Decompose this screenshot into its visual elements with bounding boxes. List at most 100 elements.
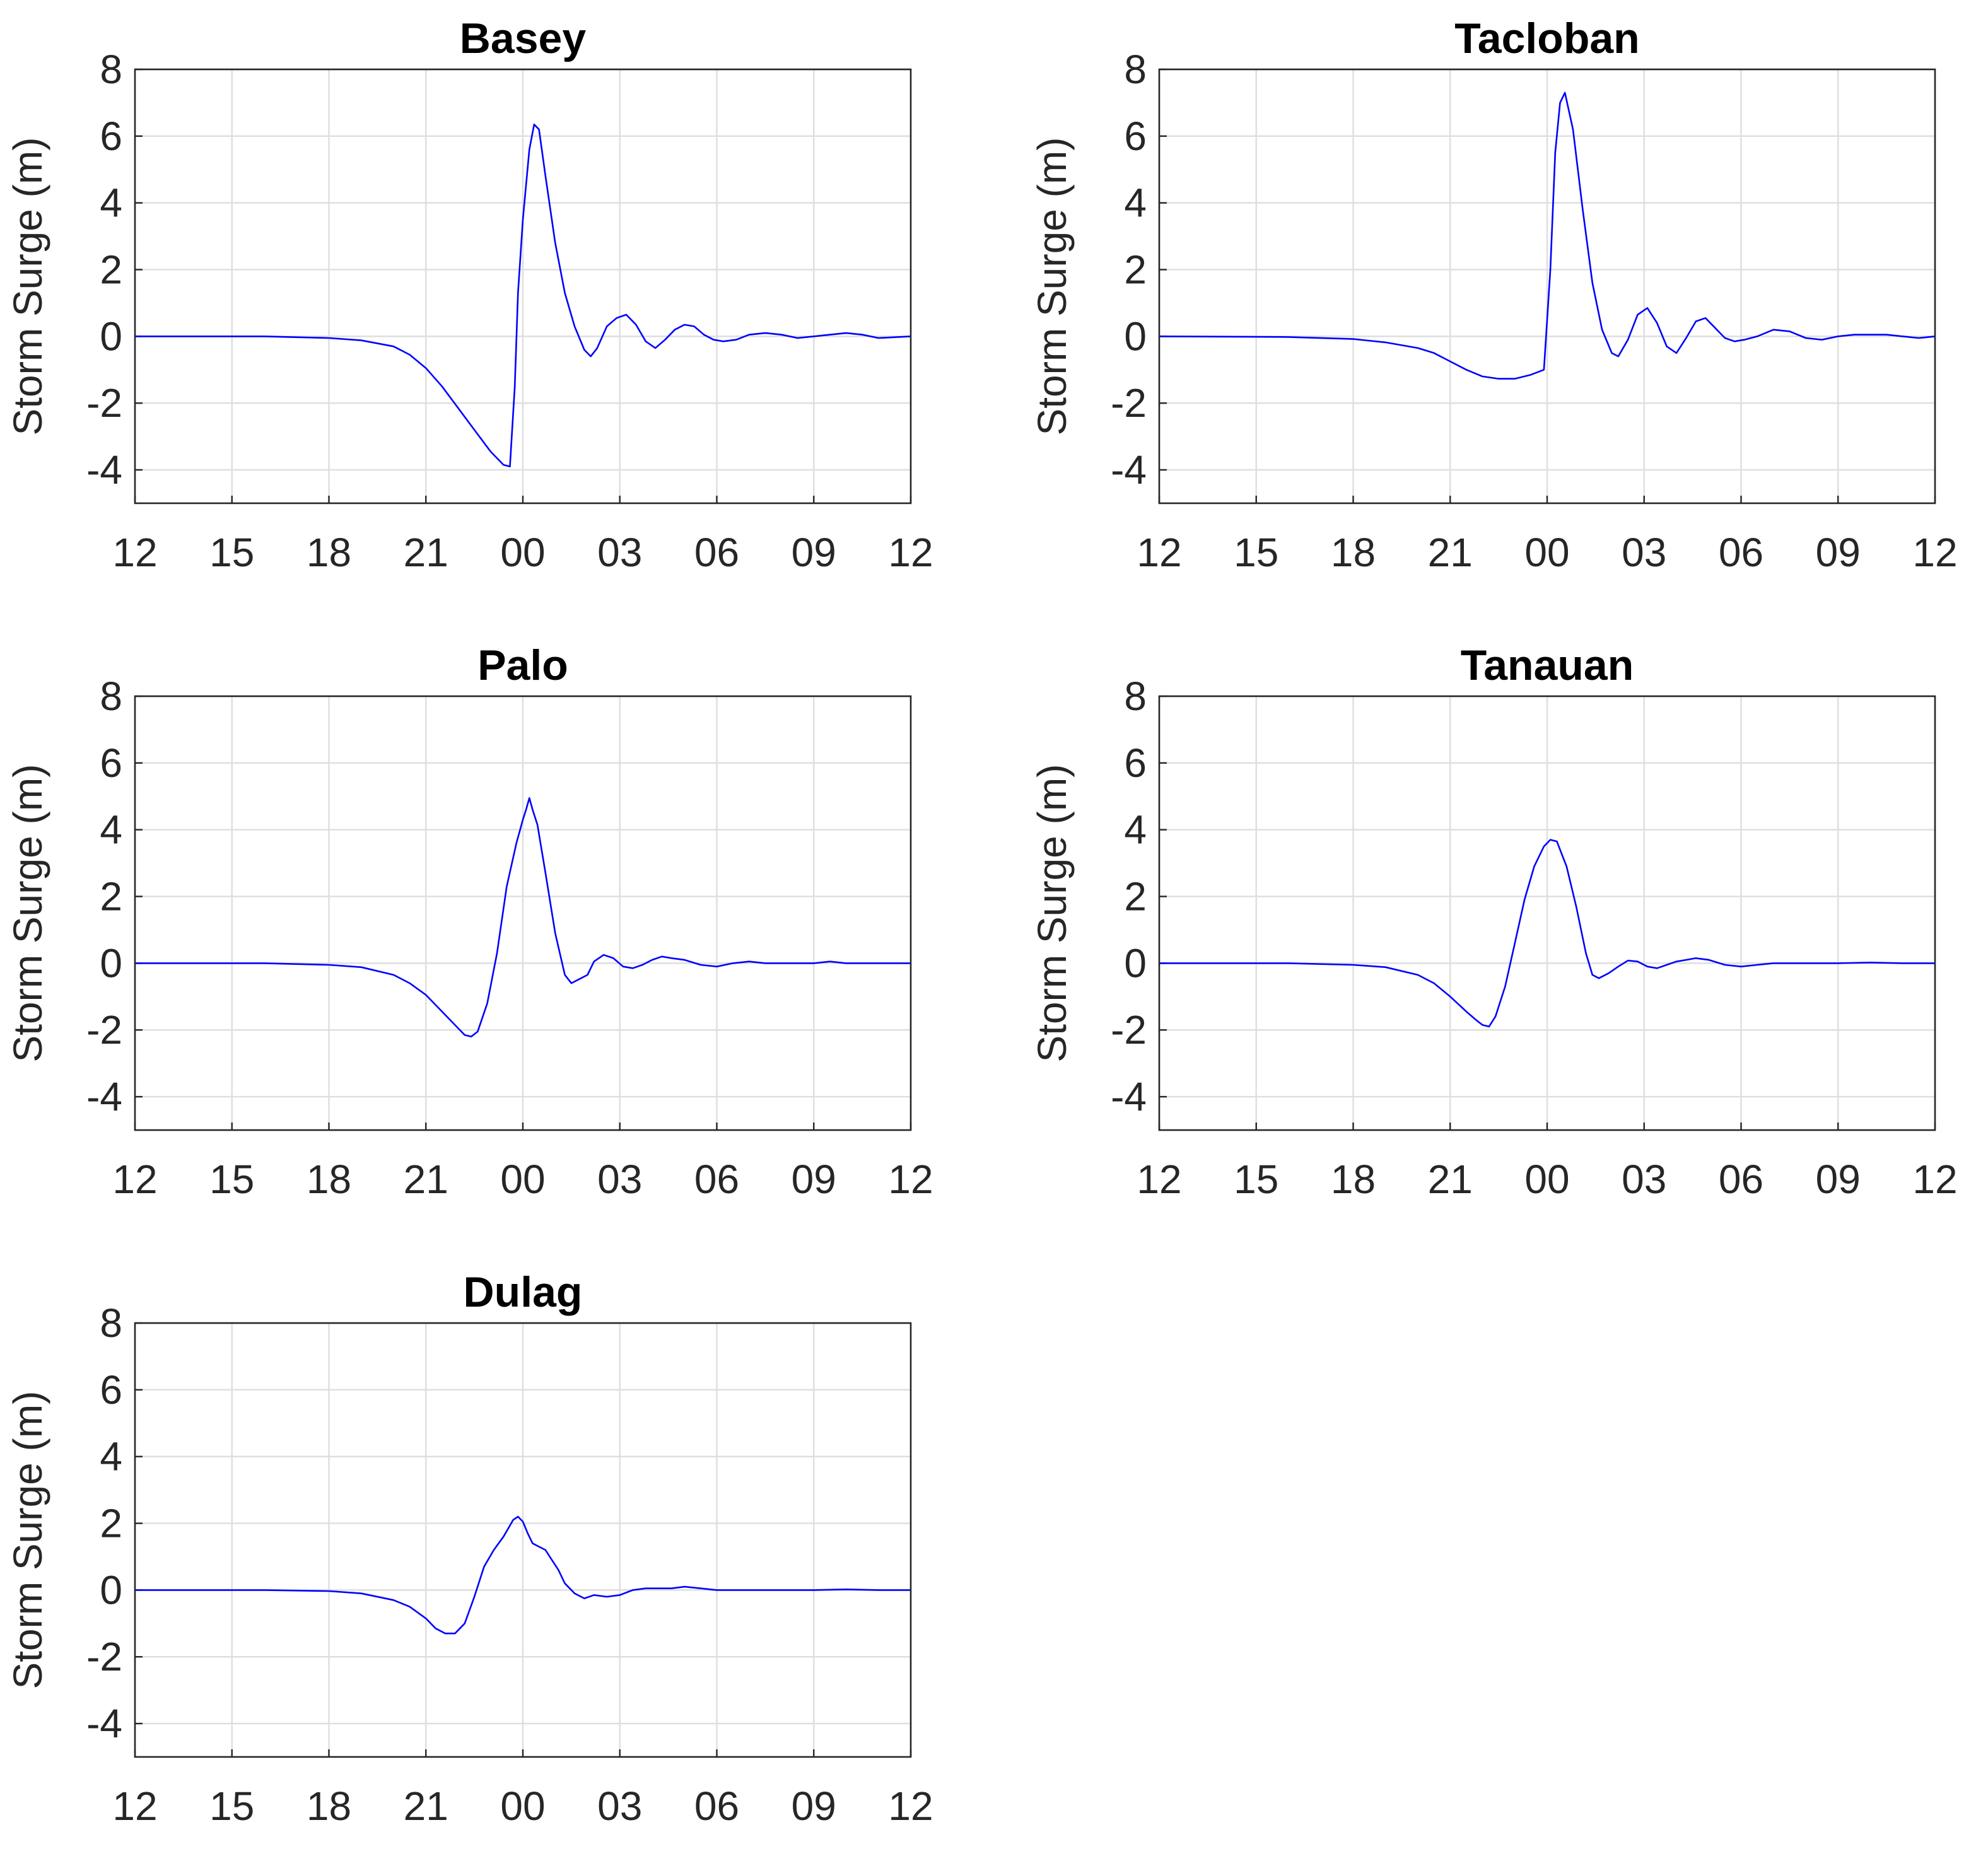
x-tick-label: 18 [307, 1783, 351, 1829]
x-tick-label: 21 [404, 1157, 448, 1202]
y-tick-label: -2 [1111, 1007, 1147, 1053]
x-tick-label: 09 [1816, 530, 1861, 575]
x-tick-label: 03 [1622, 530, 1666, 575]
subplot-palo: 12 15 18 21 00 03 06 09 12 8 6 4 2 0 -2 -4 Palo Storm Sur… [5, 641, 933, 1202]
x-tick-label: 00 [500, 1157, 545, 1202]
subplot-title: Dulag [464, 1268, 583, 1316]
x-tick-label: 12 [1912, 1157, 1957, 1202]
x-tick-label: 15 [1234, 530, 1278, 575]
x-tick-label: 12 [888, 530, 933, 575]
x-tick-label: 12 [1137, 530, 1181, 575]
x-tick-label: 21 [1428, 1157, 1473, 1202]
x-tick-label: 00 [1524, 1157, 1569, 1202]
x-tick-label: 18 [307, 1157, 351, 1202]
y-tick-label: 0 [100, 940, 122, 986]
x-tick-label: 09 [792, 1157, 836, 1202]
x-tick-label: 03 [597, 1783, 642, 1829]
y-axis-label: Storm Surge (m) [1029, 764, 1075, 1063]
y-tick-label: -4 [1111, 1074, 1147, 1119]
y-tick-label: -4 [86, 1074, 122, 1119]
storm-surge-line [1159, 839, 1935, 1028]
x-tick-label: 18 [1331, 1157, 1376, 1202]
y-tick-label: 4 [100, 180, 122, 226]
x-tick-label: 09 [1816, 1157, 1861, 1202]
x-tick-label: 00 [500, 1783, 545, 1829]
y-tick-label: -4 [86, 1701, 122, 1746]
x-tick-label: 06 [694, 1783, 739, 1829]
y-tick-label: 2 [1124, 874, 1147, 919]
y-tick-label: 8 [100, 674, 122, 719]
x-tick-label: 06 [694, 1157, 739, 1202]
x-tick-label: 18 [1331, 530, 1376, 575]
storm-surge-line [135, 797, 911, 1038]
subplot-title: Palo [477, 641, 568, 689]
y-tick-label: 4 [100, 1434, 122, 1479]
x-tick-label: 12 [888, 1157, 933, 1202]
y-axis-label: Storm Surge (m) [5, 764, 50, 1063]
y-tick-label: 8 [1124, 47, 1147, 92]
x-tick-label: 12 [888, 1783, 933, 1829]
storm-surge-line [135, 1515, 911, 1635]
y-tick-label: 8 [100, 1300, 122, 1346]
x-tick-label: 03 [1622, 1157, 1666, 1202]
y-axis-label: Storm Surge (m) [5, 1391, 50, 1689]
x-tick-label: 21 [404, 1783, 448, 1829]
y-tick-label: 2 [1124, 247, 1147, 293]
plot-frame [1158, 695, 1936, 1131]
x-tick-label: 03 [597, 530, 642, 575]
x-tick-label: 21 [404, 530, 448, 575]
y-tick-label: 6 [1124, 114, 1147, 159]
x-tick-label: 12 [1137, 1157, 1181, 1202]
y-tick-label: 6 [1124, 740, 1147, 786]
y-tick-label: 6 [100, 114, 122, 159]
y-tick-label: -4 [86, 447, 122, 493]
subplot-tacloban: 12 15 18 21 00 03 06 09 12 8 6 4 2 0 -2 -4 Tacloban Storm… [1029, 15, 1958, 575]
x-tick-label: 15 [209, 530, 254, 575]
y-tick-label: -2 [86, 1634, 122, 1679]
y-tick-label: 4 [1124, 807, 1147, 853]
x-tick-label: 00 [500, 530, 545, 575]
x-tick-label: 06 [1719, 1157, 1763, 1202]
subplot-tanauan: 12 15 18 21 00 03 06 09 12 8 6 4 2 0 -2 -4 Tanauan Storm … [1029, 641, 1958, 1202]
x-tick-label: 15 [209, 1157, 254, 1202]
y-tick-label: 0 [1124, 313, 1147, 359]
plot-frame [134, 68, 912, 505]
subplot-dulag: 12 15 18 21 00 03 06 09 12 8 6 4 2 0 -2 -4 Dulag Storm Su… [5, 1268, 933, 1829]
subplot-basey: 12 15 18 21 00 03 06 09 12 8 6 4 2 0 -2 -4 Basey Storm Su… [5, 15, 933, 575]
y-axis-label: Storm Surge (m) [5, 137, 50, 436]
y-tick-label: -2 [1111, 380, 1147, 426]
x-tick-label: 09 [792, 530, 836, 575]
y-tick-label: 6 [100, 1367, 122, 1413]
x-tick-label: 09 [792, 1783, 836, 1829]
x-tick-label: 15 [209, 1783, 254, 1829]
y-tick-label: 2 [100, 1501, 122, 1546]
subplot-title: Basey [460, 15, 587, 62]
y-tick-label: 8 [100, 47, 122, 92]
storm-surge-line [135, 124, 911, 468]
y-tick-label: 4 [1124, 180, 1147, 226]
x-tick-label: 18 [307, 530, 351, 575]
plot-frame [134, 1322, 912, 1758]
y-tick-label: 0 [100, 1567, 122, 1613]
y-tick-label: 2 [100, 874, 122, 919]
y-tick-label: 2 [100, 247, 122, 293]
subplot-title: Tacloban [1454, 15, 1639, 62]
y-axis-label: Storm Surge (m) [1029, 137, 1075, 436]
plot-frame [134, 695, 912, 1131]
y-tick-label: 6 [100, 740, 122, 786]
x-tick-label: 12 [112, 1157, 157, 1202]
y-tick-label: 0 [100, 313, 122, 359]
y-tick-label: -2 [86, 1007, 122, 1053]
x-tick-label: 21 [1428, 530, 1473, 575]
storm-surge-line [1159, 91, 1936, 380]
y-tick-label: -2 [86, 380, 122, 426]
x-tick-label: 06 [694, 530, 739, 575]
y-tick-label: 8 [1124, 674, 1147, 719]
x-tick-label: 03 [597, 1157, 642, 1202]
x-tick-label: 00 [1524, 530, 1569, 575]
x-tick-label: 06 [1719, 530, 1763, 575]
y-tick-label: -4 [1111, 447, 1147, 493]
y-tick-label: 0 [1124, 940, 1147, 986]
x-tick-label: 12 [112, 1783, 157, 1829]
